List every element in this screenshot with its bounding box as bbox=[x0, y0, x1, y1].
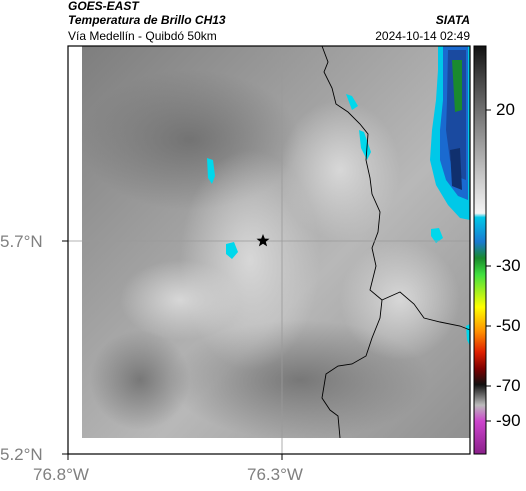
colorbar bbox=[473, 45, 491, 455]
colorbar-tick-label: 20 bbox=[496, 100, 515, 119]
star-icon bbox=[256, 234, 270, 247]
colorbar-tick-label: -90 bbox=[496, 411, 521, 430]
region-subtitle: Vía Medellín - Quibdó 50km bbox=[68, 29, 217, 43]
lat-tick-label: 5.2°N bbox=[0, 445, 43, 464]
lat-tick-label: 5.7°N bbox=[0, 232, 43, 251]
colorbar-tick-label: -50 bbox=[496, 316, 521, 335]
coastlines bbox=[321, 45, 471, 439]
colorbar-tick-label: -70 bbox=[496, 376, 521, 395]
lon-tick-label: 76.3°W bbox=[247, 465, 303, 484]
lon-tick-label: 76.8°W bbox=[33, 465, 89, 484]
cold-cloud-patches bbox=[207, 46, 470, 346]
datetime-label: 2024-10-14 02:49 bbox=[375, 29, 470, 43]
satellite-title: GOES-EAST bbox=[68, 0, 139, 13]
satellite-imagery bbox=[80, 46, 470, 440]
colorbar-tick-label: -30 bbox=[496, 256, 521, 275]
source-label: SIATA bbox=[435, 13, 470, 27]
product-title: Temperatura de Brillo CH13 bbox=[68, 13, 226, 27]
axis-ticks bbox=[62, 240, 283, 460]
